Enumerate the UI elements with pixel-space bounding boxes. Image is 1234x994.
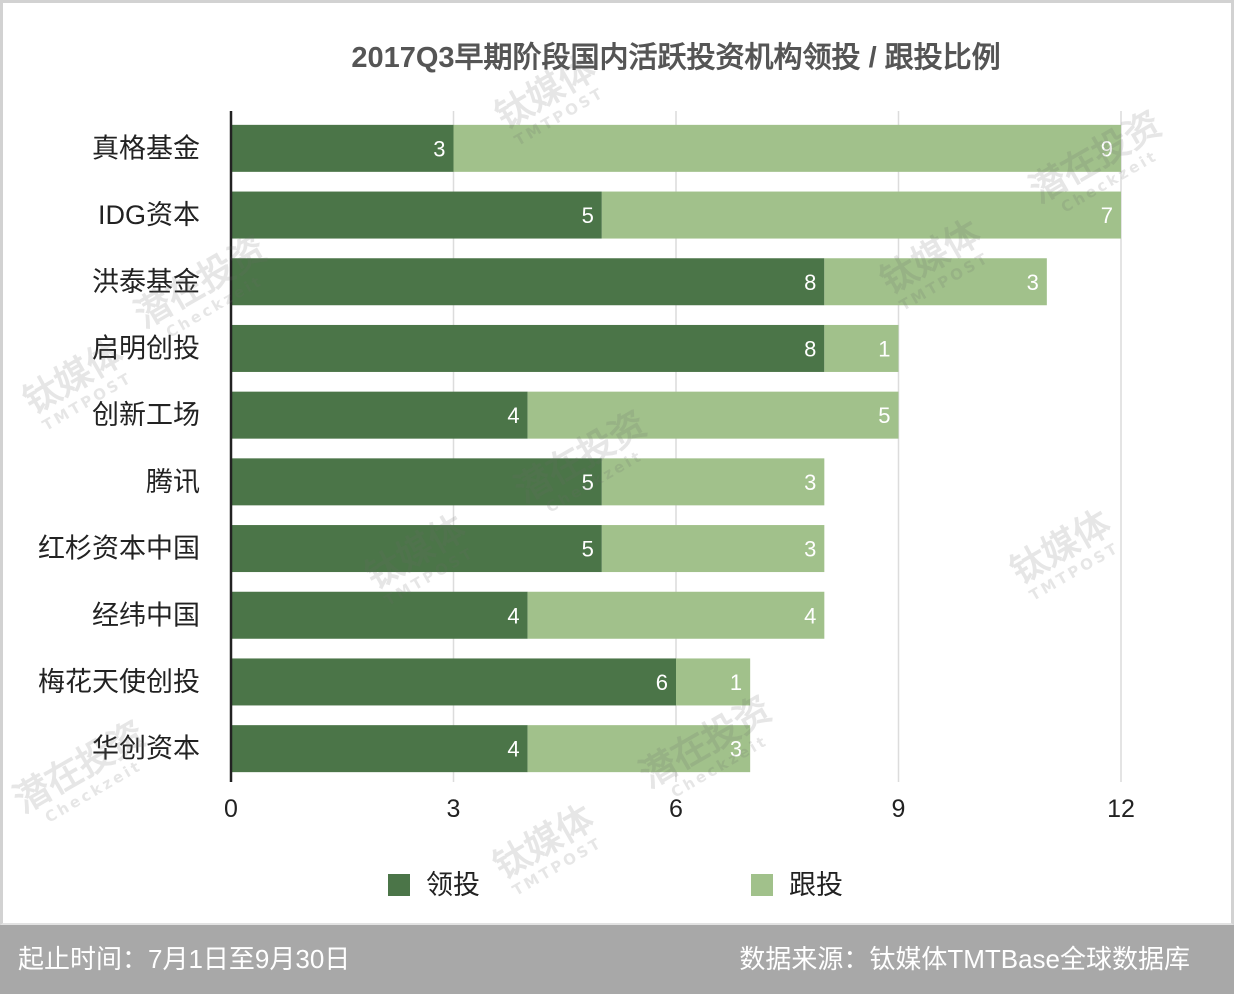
bar-chart: 3 9 真格基金 5 7 IDG资本 8 3 洪泰基金 8 1 启明创投 4 5 创新工场 5 3 腾讯 5 3 红杉资… xyxy=(38,111,1135,823)
bar-segment-follow xyxy=(601,525,825,573)
data-label: 3 xyxy=(804,537,816,562)
data-label: 6 xyxy=(656,670,668,695)
bars: 3 9 真格基金 5 7 IDG资本 8 3 洪泰基金 8 1 启明创投 4 5 创新工场 5 3 腾讯 5 3 红杉资… xyxy=(38,124,1121,773)
bar-segment-lead xyxy=(231,658,676,706)
footer-bar: 起止时间：7月1日至9月30日 数据来源：钛媒体TMTBase全球数据库 xyxy=(0,925,1234,994)
bar-segment-follow xyxy=(824,324,899,372)
bar-segment-lead xyxy=(231,258,825,306)
x-axis-ticks: 0 3 6 9 12 xyxy=(224,795,1135,823)
footer-source: 数据来源：钛媒体TMTBase全球数据库 xyxy=(739,944,1190,974)
data-label: 9 xyxy=(1101,136,1113,161)
bar-segment-lead xyxy=(231,191,602,239)
category-label: 创新工场 xyxy=(92,400,200,430)
data-label: 5 xyxy=(582,537,594,562)
category-label: 洪泰基金 xyxy=(92,267,200,297)
data-label: 8 xyxy=(804,336,816,361)
data-label: 1 xyxy=(730,670,742,695)
legend-label-follow: 跟投 xyxy=(789,870,843,900)
category-label: 华创资本 xyxy=(92,734,200,764)
data-label: 4 xyxy=(804,603,816,628)
data-label: 3 xyxy=(730,737,742,762)
legend-label-lead: 领投 xyxy=(426,870,480,900)
category-label: 红杉资本中国 xyxy=(38,534,200,564)
data-label: 1 xyxy=(878,336,890,361)
x-tick-label: 12 xyxy=(1107,795,1135,823)
data-label: 5 xyxy=(582,470,594,495)
x-tick-label: 6 xyxy=(669,795,683,823)
legend-swatch-follow xyxy=(751,874,773,896)
category-label: IDG资本 xyxy=(98,200,200,230)
legend-swatch-lead xyxy=(388,874,410,896)
x-tick-label: 9 xyxy=(892,795,906,823)
x-tick-label: 3 xyxy=(447,795,461,823)
data-label: 8 xyxy=(804,270,816,295)
data-label: 4 xyxy=(507,737,519,762)
data-label: 3 xyxy=(433,136,445,161)
category-label: 真格基金 xyxy=(92,133,200,163)
bar-segment-follow xyxy=(824,258,1047,306)
bar-segment-follow xyxy=(527,391,899,439)
category-label: 梅花天使创投 xyxy=(38,667,200,697)
footer-period: 起止时间：7月1日至9月30日 xyxy=(18,944,351,974)
bar-segment-follow xyxy=(527,591,825,639)
bar-segment-lead xyxy=(231,525,602,573)
category-label: 启明创投 xyxy=(92,333,200,363)
bar-segment-lead xyxy=(231,391,528,439)
category-label: 经纬中国 xyxy=(92,600,200,630)
bar-segment-lead xyxy=(231,124,454,172)
data-label: 5 xyxy=(878,403,890,428)
bar-segment-lead xyxy=(231,725,528,773)
legend-item-follow: 跟投 xyxy=(751,866,861,906)
data-label: 3 xyxy=(1027,270,1039,295)
bar-segment-follow xyxy=(527,725,751,773)
data-label: 7 xyxy=(1101,203,1113,228)
data-label: 4 xyxy=(507,403,519,428)
data-label: 3 xyxy=(804,470,816,495)
bar-segment-lead xyxy=(231,591,528,639)
bar-segment-follow xyxy=(601,458,825,506)
data-label: 4 xyxy=(507,603,519,628)
legend: 领投 跟投 xyxy=(0,866,1234,906)
x-tick-label: 0 xyxy=(224,795,238,823)
data-label: 5 xyxy=(582,203,594,228)
legend-item-lead: 领投 xyxy=(388,866,498,906)
bar-segment-follow xyxy=(601,191,1121,239)
bar-segment-follow xyxy=(676,658,751,706)
bar-segment-lead xyxy=(231,458,602,506)
bar-segment-follow xyxy=(453,124,1121,172)
bar-segment-lead xyxy=(231,324,825,372)
category-label: 腾讯 xyxy=(146,467,200,497)
chart-title: 2017Q3早期阶段国内活跃投资机构领投 / 跟投比例 xyxy=(351,42,1001,74)
